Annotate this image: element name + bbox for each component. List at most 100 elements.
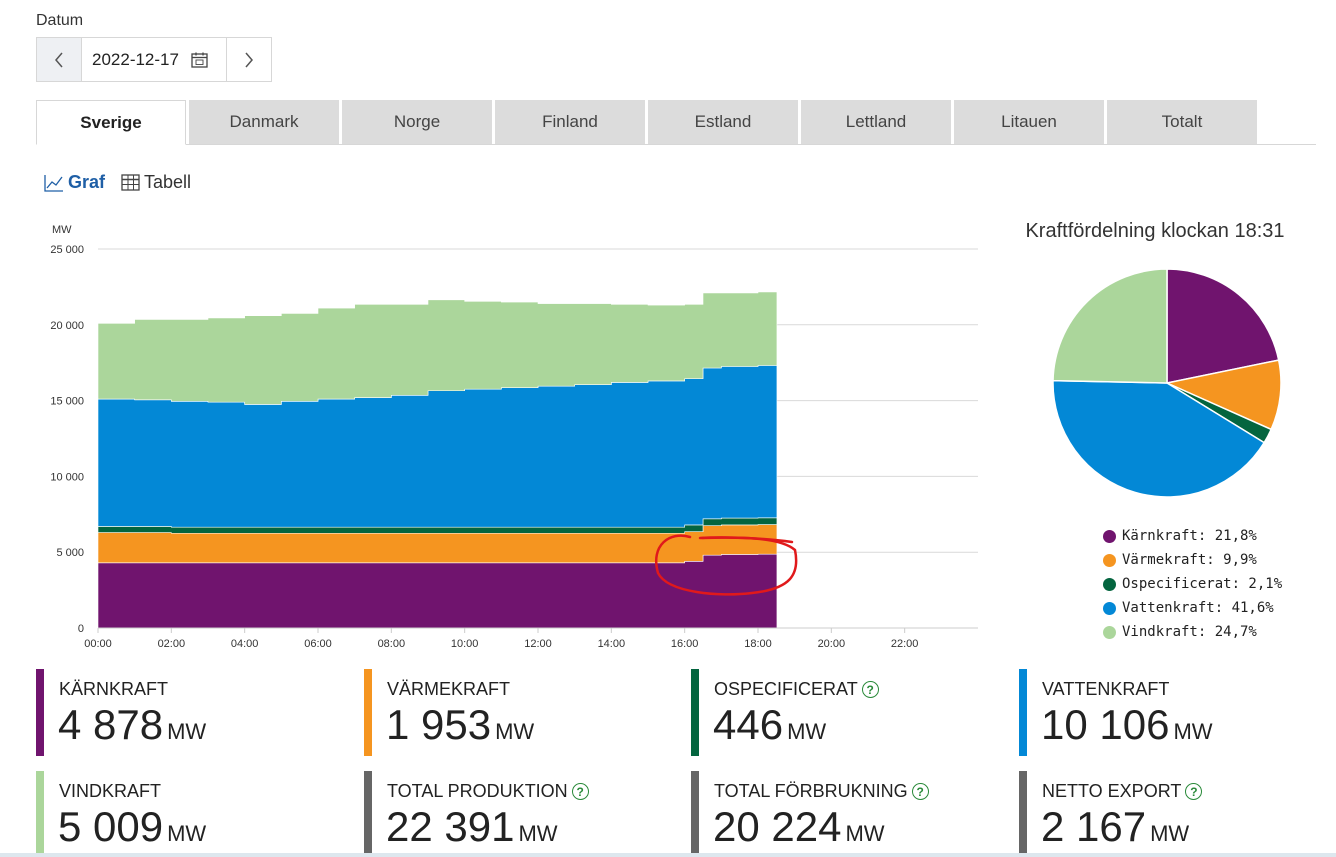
stat-card-vindkraft: VINDKRAFT 5 009 MW bbox=[36, 771, 336, 857]
stat-unit: MW bbox=[167, 719, 207, 744]
x-tick-label: 22:00 bbox=[891, 638, 919, 650]
stat-unit: MW bbox=[167, 821, 207, 846]
stat-value: 446 MW bbox=[713, 701, 826, 749]
legend-color-swatch bbox=[1103, 553, 1116, 567]
tab-norge[interactable]: Norge bbox=[342, 100, 492, 144]
y-tick-label: 15 000 bbox=[50, 396, 84, 408]
red-annotation-loop bbox=[655, 534, 798, 596]
stat-color-bar bbox=[364, 771, 372, 857]
pie-legend: Kärnkraft: 21,8% Värmekraft: 9,9% Ospecifi… bbox=[1103, 524, 1282, 644]
stat-label: VÄRMEKRAFT bbox=[387, 679, 510, 700]
date-input[interactable]: 2022-12-17 bbox=[82, 38, 226, 81]
stat-label: NETTO EXPORT? bbox=[1042, 781, 1203, 802]
view-toggle: Graf Tabell bbox=[44, 172, 191, 193]
pie-slice-vindkraft[interactable] bbox=[1052, 268, 1168, 384]
help-icon[interactable]: ? bbox=[571, 783, 589, 800]
stat-label: KÄRNKRAFT bbox=[59, 679, 168, 700]
help-icon[interactable]: ? bbox=[911, 783, 929, 800]
legend-item-karnkraft[interactable]: Kärnkraft: 21,8% bbox=[1103, 524, 1282, 548]
calendar-icon[interactable] bbox=[191, 52, 208, 68]
y-tick-label: 25 000 bbox=[50, 244, 84, 256]
stat-label: VINDKRAFT bbox=[59, 781, 161, 802]
stat-card-ospecificerat: OSPECIFICERAT? 446 MW bbox=[691, 669, 991, 756]
stat-unit: MW bbox=[1173, 719, 1213, 744]
legend-label: Värmekraft: 9,9% bbox=[1122, 552, 1257, 568]
legend-item-vindkraft[interactable]: Vindkraft: 24,7% bbox=[1103, 620, 1282, 644]
table-view-button[interactable]: Tabell bbox=[121, 172, 191, 193]
stat-label: VATTENKRAFT bbox=[1042, 679, 1169, 700]
stat-number: 446 bbox=[713, 701, 784, 748]
x-tick-label: 06:00 bbox=[304, 638, 332, 650]
chevron-right-icon bbox=[245, 52, 253, 67]
help-icon[interactable]: ? bbox=[861, 681, 879, 698]
y-axis-label: MW bbox=[52, 224, 72, 236]
date-value: 2022-12-17 bbox=[92, 49, 179, 69]
tab-finland[interactable]: Finland bbox=[495, 100, 645, 144]
tab-totalt[interactable]: Totalt bbox=[1107, 100, 1257, 144]
stat-unit: MW bbox=[518, 821, 558, 846]
stat-number: 5 009 bbox=[58, 803, 164, 850]
legend-item-ospecificerat[interactable]: Ospecificerat: 2,1% bbox=[1103, 572, 1282, 596]
stat-color-bar bbox=[691, 771, 699, 857]
stat-unit: MW bbox=[787, 719, 827, 744]
stat-card-total-produktion: TOTAL PRODUKTION? 22 391 MW bbox=[364, 771, 664, 857]
x-tick-label: 18:00 bbox=[744, 638, 772, 650]
stat-number: 1 953 bbox=[386, 701, 492, 748]
stat-unit: MW bbox=[1150, 821, 1190, 846]
stat-label-text: KÄRNKRAFT bbox=[59, 679, 169, 699]
graph-view-label: Graf bbox=[68, 172, 106, 192]
x-tick-label: 12:00 bbox=[524, 638, 552, 650]
tab-danmark[interactable]: Danmark bbox=[189, 100, 339, 144]
y-tick-label: 5 000 bbox=[56, 547, 84, 559]
table-icon bbox=[121, 174, 140, 191]
x-tick-label: 20:00 bbox=[818, 638, 846, 650]
legend-color-swatch bbox=[1103, 577, 1116, 591]
next-day-button[interactable] bbox=[226, 38, 271, 81]
area-series-vindkraft[interactable] bbox=[97, 288, 778, 405]
stat-value: 22 391 MW bbox=[386, 803, 558, 851]
tab-sverige[interactable]: Sverige bbox=[36, 100, 186, 145]
bottom-scroll-strip bbox=[0, 853, 1336, 857]
country-tabs: Sverige Danmark Norge Finland Estland Le… bbox=[36, 100, 1316, 145]
stat-number: 20 224 bbox=[713, 803, 842, 850]
help-icon[interactable]: ? bbox=[1185, 783, 1203, 800]
legend-color-swatch bbox=[1103, 601, 1116, 615]
stat-number: 10 106 bbox=[1041, 701, 1170, 748]
legend-item-vattenkraft[interactable]: Vattenkraft: 41,6% bbox=[1103, 596, 1282, 620]
stat-label: TOTAL PRODUKTION? bbox=[387, 781, 589, 802]
tab-estland[interactable]: Estland bbox=[648, 100, 798, 144]
x-tick-label: 04:00 bbox=[231, 638, 259, 650]
legend-color-swatch bbox=[1103, 625, 1116, 639]
stat-color-bar bbox=[36, 669, 44, 756]
x-tick-label: 02:00 bbox=[158, 638, 186, 650]
stat-card-varmekraft: VÄRMEKRAFT 1 953 MW bbox=[364, 669, 664, 756]
y-tick-label: 10 000 bbox=[50, 471, 84, 483]
previous-day-button[interactable] bbox=[37, 38, 82, 81]
stat-number: 4 878 bbox=[58, 701, 164, 748]
stat-label-text: TOTAL PRODUKTION bbox=[387, 781, 568, 801]
x-tick-label: 14:00 bbox=[598, 638, 626, 650]
tab-lettland[interactable]: Lettland bbox=[801, 100, 951, 144]
stat-color-bar bbox=[1019, 771, 1027, 857]
legend-color-swatch bbox=[1103, 529, 1116, 543]
stat-label: OSPECIFICERAT? bbox=[714, 679, 879, 700]
stat-number: 2 167 bbox=[1041, 803, 1147, 850]
legend-label: Ospecificerat: 2,1% bbox=[1122, 576, 1283, 592]
stat-value: 2 167 MW bbox=[1041, 803, 1189, 851]
stat-card-netto-export: NETTO EXPORT? 2 167 MW bbox=[1019, 771, 1319, 857]
area-series-karnkraft[interactable] bbox=[97, 553, 778, 629]
graph-view-button[interactable]: Graf bbox=[44, 172, 105, 193]
legend-item-varmekraft[interactable]: Värmekraft: 9,9% bbox=[1103, 548, 1282, 572]
chevron-left-icon bbox=[55, 52, 63, 67]
stat-unit: MW bbox=[845, 821, 885, 846]
stat-color-bar bbox=[364, 669, 372, 756]
pie-slice-karnkraft[interactable] bbox=[1166, 268, 1280, 384]
stat-card-total-forbrukning: TOTAL FÖRBRUKNING? 20 224 MW bbox=[691, 771, 991, 857]
stat-label-text: NETTO EXPORT bbox=[1042, 781, 1182, 801]
production-area-chart: 0 5 000 10 000 15 000 20 000 25 000 MW 00:00 02:… bbox=[50, 224, 978, 650]
pie-slice-vattenkraft[interactable] bbox=[1052, 379, 1266, 498]
table-view-label: Tabell bbox=[144, 172, 192, 192]
tab-litauen[interactable]: Litauen bbox=[954, 100, 1104, 144]
stat-color-bar bbox=[691, 669, 699, 756]
stat-label-text: TOTAL FÖRBRUKNING bbox=[714, 781, 908, 801]
